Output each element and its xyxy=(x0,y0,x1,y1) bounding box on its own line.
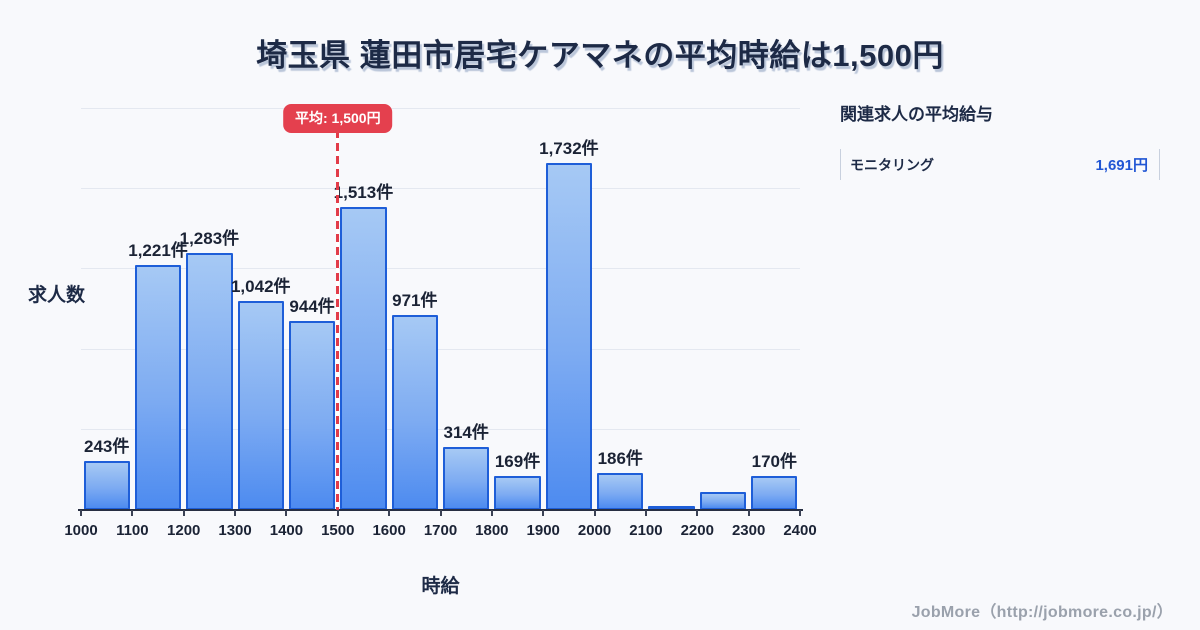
bar-value-label: 1,732件 xyxy=(539,138,599,158)
x-axis-tick xyxy=(439,510,442,516)
bar-chart-plot-area: 243件 1,221件 1,283件 1,042件 944件 1,513件 971件 314件… xyxy=(64,101,817,539)
bar-1000-1100 xyxy=(83,461,130,510)
average-badge: 平均: 1,500円 xyxy=(282,104,393,133)
x-axis-tick-label: 1000 xyxy=(64,522,98,539)
bar-value-label: 169件 xyxy=(494,452,541,472)
x-axis-tick xyxy=(131,510,134,516)
bar-1100-1200 xyxy=(134,265,182,510)
footer-credit: JobMore（http://jobmore.co.jp/） xyxy=(911,604,1173,621)
x-axis-tick-label: 2400 xyxy=(783,522,817,539)
bar-value-label: 243件 xyxy=(83,437,130,457)
salary-row: モニタリング 1,691円 xyxy=(840,149,1160,180)
bar-1800-1900 xyxy=(545,162,593,510)
bar-value-label: 944件 xyxy=(289,296,335,316)
bar-1800-1900 xyxy=(494,476,541,510)
gridline xyxy=(81,428,800,430)
side-panel-heading: 関連求人の平均給与 xyxy=(840,105,993,124)
gridline xyxy=(81,108,800,110)
bar-value-label: 314件 xyxy=(443,423,489,443)
x-axis-tick-label: 2100 xyxy=(629,522,663,539)
bar-1200-1300 xyxy=(186,252,233,510)
x-axis-tick-label: 1400 xyxy=(269,522,304,539)
bar-value-label: 1,042件 xyxy=(230,277,291,297)
average-line xyxy=(336,130,340,510)
x-axis-tick-label: 1600 xyxy=(372,522,406,539)
x-axis-tick xyxy=(799,510,801,516)
x-axis-tick xyxy=(644,510,647,516)
bar-1700-1800 xyxy=(443,447,490,510)
x-axis-tick xyxy=(696,510,699,516)
bar-1400-1500 xyxy=(288,320,336,510)
y-axis-label: 求人数 xyxy=(28,285,86,306)
bar-2200-2300 xyxy=(699,491,747,510)
page-title: 埼玉県 蓮田市居宅ケアマネの平均時給は1,500円 xyxy=(256,38,944,73)
x-axis-tick xyxy=(182,510,185,516)
bar-1900-2000 xyxy=(597,472,644,510)
x-axis-tick xyxy=(336,510,339,516)
x-axis-tick-label: 1200 xyxy=(167,522,201,539)
x-axis-tick-label: 2200 xyxy=(680,522,714,539)
x-axis-tick-label: 1700 xyxy=(423,522,458,539)
bar-1500-1600 xyxy=(340,206,387,510)
gridline xyxy=(81,188,800,190)
bar-value-label: 186件 xyxy=(597,448,643,468)
x-axis-tick xyxy=(490,510,493,516)
bar-value-label: 971件 xyxy=(392,291,438,311)
gridline xyxy=(81,348,800,350)
x-axis-tick-label: 1300 xyxy=(218,522,252,539)
bar-1600-1700 xyxy=(391,315,438,510)
bar-value-label: 170件 xyxy=(751,451,797,471)
salary-row-label: モニタリング xyxy=(850,156,934,173)
x-axis-tick xyxy=(234,510,237,516)
x-axis-tick-label: 1800 xyxy=(475,522,509,539)
x-axis-tick-label: 1500 xyxy=(321,522,355,539)
x-axis-tick-label: 2000 xyxy=(577,522,612,539)
x-axis-tick xyxy=(80,510,82,516)
gridline xyxy=(81,268,800,270)
x-axis-tick xyxy=(593,510,596,516)
x-axis-tick-label: 1100 xyxy=(116,522,149,539)
side-panel: 関連求人の平均給与 モニタリング 1,691円 xyxy=(840,100,1160,180)
x-axis-tick xyxy=(285,510,288,516)
bar-1300-1400 xyxy=(237,301,284,510)
x-axis-tick xyxy=(747,510,750,516)
bar-value-label: 1,283件 xyxy=(179,228,240,248)
x-axis-tick xyxy=(542,510,545,516)
bar-value-label: 1,513件 xyxy=(333,182,394,202)
x-axis-tick-label: 1900 xyxy=(526,522,560,539)
x-axis-tick-label: 2300 xyxy=(731,522,766,539)
salary-row-value: 1,691円 xyxy=(1095,157,1148,174)
bar-2300-2400 xyxy=(751,475,798,510)
x-axis-tick xyxy=(388,510,391,516)
bar-value-label: 1,221件 xyxy=(128,241,188,261)
x-axis-label: 時給 xyxy=(421,576,460,597)
